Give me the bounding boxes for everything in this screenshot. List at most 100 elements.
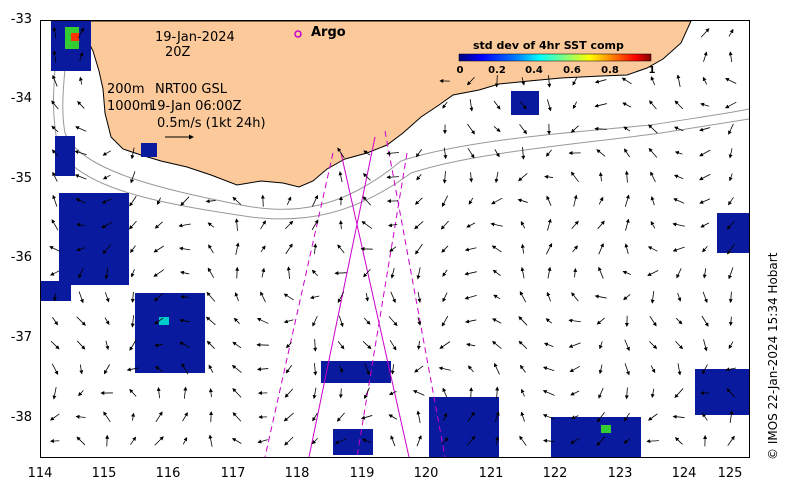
current-vector-icon (231, 364, 242, 373)
current-vector-icon (207, 267, 215, 279)
map-plot[interactable]: 19-Jan-2024 20Z Argo 200m NRT00 GSL 1000… (40, 20, 750, 458)
current-vector-icon (571, 220, 579, 230)
current-vector-icon (182, 436, 188, 445)
current-vector-icon (260, 220, 266, 230)
current-vector-icon (624, 148, 630, 158)
current-vector-icon (700, 28, 710, 38)
current-vector-icon (464, 294, 477, 300)
x-tick-label: 122 (542, 466, 568, 481)
current-vector-icon (650, 290, 655, 304)
current-vector-icon (50, 413, 60, 421)
current-vector-icon (675, 317, 683, 325)
current-vector-icon (232, 341, 242, 349)
current-vector-icon (729, 410, 734, 423)
current-vector-icon (674, 388, 684, 399)
current-vector-icon (624, 412, 630, 422)
current-vector-icon (154, 366, 163, 372)
current-vector-icon (465, 319, 477, 324)
current-vector-icon (74, 174, 87, 180)
current-vector-icon (728, 123, 734, 135)
current-vector-icon (650, 196, 655, 206)
current-vector-icon (102, 150, 111, 156)
land-australia (80, 21, 692, 188)
current-vector-icon (467, 411, 475, 422)
current-vector-icon (441, 315, 449, 327)
current-vector-icon (130, 291, 135, 303)
current-vector-icon (568, 318, 581, 323)
colorbar-tick: 0.6 (563, 65, 581, 76)
current-vector-icon (728, 51, 733, 63)
current-vector-icon (126, 367, 139, 372)
current-vector-icon (208, 364, 214, 373)
current-vector-icon (573, 267, 578, 278)
current-vector-icon (232, 388, 242, 398)
y-tick-label: -37 (10, 330, 32, 345)
current-vector-icon (78, 76, 83, 85)
current-vector-icon (76, 222, 86, 227)
current-vector-icon (386, 175, 399, 180)
current-vector-icon (467, 123, 475, 135)
current-vector-icon (129, 195, 137, 207)
current-vector-icon (414, 197, 423, 205)
current-vector-icon (572, 76, 578, 86)
current-vector-icon (104, 292, 110, 303)
current-vector-icon (415, 149, 422, 158)
current-vector-icon (727, 243, 735, 255)
current-vector-icon (622, 102, 632, 108)
current-vector-icon (179, 341, 191, 349)
current-vector-icon (543, 438, 555, 443)
current-vector-icon (623, 438, 631, 444)
current-vector-icon (51, 363, 59, 375)
current-vector-icon (74, 150, 87, 156)
current-vector-icon (494, 362, 500, 375)
current-vector-icon (545, 149, 552, 157)
current-vector-icon (284, 388, 294, 398)
x-tick-label: 123 (607, 466, 633, 481)
current-vector-icon (650, 76, 656, 86)
current-vector-icon (79, 51, 84, 62)
current-vector-icon (334, 271, 347, 276)
current-vector-icon (442, 292, 448, 303)
current-vector-icon (493, 100, 501, 110)
x-tick-label: 119 (349, 466, 375, 481)
current-vector-icon (234, 292, 239, 302)
sst-patch (71, 33, 79, 41)
current-vector-icon (51, 149, 58, 157)
current-vector-icon (598, 387, 604, 399)
current-vector-icon (570, 390, 580, 396)
contour-1000m-label: 1000m (107, 99, 153, 114)
current-vector-icon (672, 246, 685, 252)
current-vector-icon (542, 414, 555, 420)
current-vector-icon (442, 101, 448, 109)
current-vector-icon (232, 196, 242, 205)
colorbar-tick: 1 (648, 65, 656, 76)
current-vector-icon (442, 269, 448, 277)
current-vector-icon (598, 242, 604, 255)
current-vector-icon (702, 412, 708, 421)
current-vector-icon (674, 100, 684, 110)
current-vector-icon (443, 412, 448, 421)
current-vector-icon (728, 148, 733, 159)
current-vector-icon (312, 315, 318, 327)
current-vector-icon (178, 246, 191, 251)
current-vector-icon (256, 367, 269, 372)
current-vector-icon (703, 339, 708, 352)
current-vector-icon (285, 220, 294, 230)
current-vector-icon (130, 315, 135, 328)
current-vector-icon (594, 126, 607, 131)
current-time-label: 19-Jan 06:00Z (149, 99, 242, 114)
current-vector-icon (76, 340, 86, 350)
colorbar-tick: 0.4 (525, 65, 543, 76)
current-vector-icon (570, 125, 579, 133)
current-vector-icon (469, 99, 474, 112)
current-vector-icon (439, 341, 451, 349)
current-vector-icon (547, 218, 552, 231)
current-vector-icon (624, 194, 630, 207)
current-vector-icon (334, 438, 347, 444)
current-vector-icon (52, 293, 57, 302)
x-tick-label: 120 (413, 466, 439, 481)
current-vector-icon (466, 222, 476, 228)
current-vector-icon (231, 438, 242, 444)
current-vector-icon (234, 218, 239, 231)
current-vector-icon (677, 292, 682, 302)
